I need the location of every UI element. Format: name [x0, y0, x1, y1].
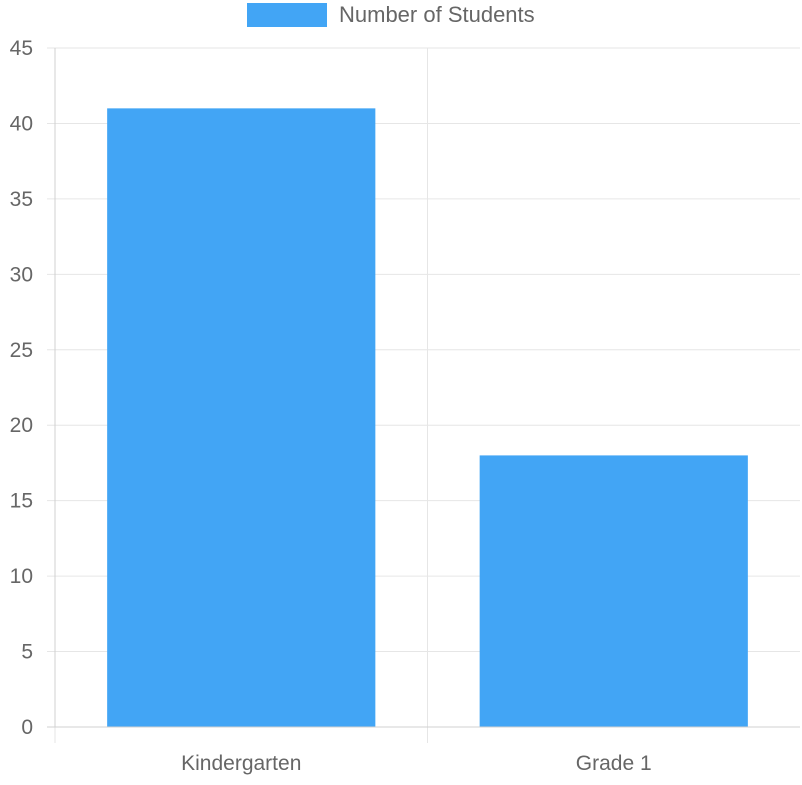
- y-tick-label: 25: [10, 339, 33, 362]
- axes: [47, 48, 800, 728]
- bar-kindergarten[interactable]: [107, 108, 376, 728]
- bars: [107, 108, 748, 728]
- legend-swatch: [247, 3, 327, 27]
- y-tick-label: 45: [10, 37, 33, 60]
- x-tick-label: Kindergarten: [181, 752, 301, 775]
- y-tick-label: 35: [10, 188, 33, 211]
- legend-label: Number of Students: [339, 2, 535, 27]
- y-tick-label: 0: [21, 716, 33, 739]
- bar-grade-1[interactable]: [479, 455, 748, 727]
- tick-labels: 0 5 10 15 20 25 30 35 40 45 Kindergarten Grade 1: [10, 37, 652, 775]
- y-tick-label: 20: [10, 414, 33, 437]
- chart-legend[interactable]: Number of Students: [247, 2, 535, 28]
- y-tick-label: 30: [10, 263, 33, 286]
- x-tick-label: Grade 1: [576, 752, 652, 775]
- y-tick-label: 10: [10, 565, 33, 588]
- y-tick-label: 15: [10, 490, 33, 513]
- y-tick-label: 40: [10, 112, 33, 135]
- y-tick-label: 5: [21, 641, 33, 664]
